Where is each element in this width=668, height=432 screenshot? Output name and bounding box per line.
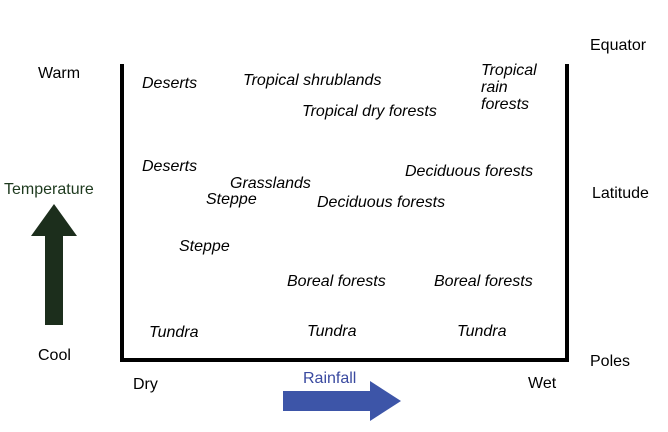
biome-grasslands: Grasslands — [230, 175, 311, 192]
biome-deserts-mid: Deserts — [142, 158, 198, 175]
temperature-up-arrow-icon — [31, 204, 77, 325]
biome-deciduous-forests-center: Deciduous forests — [317, 194, 446, 211]
dry-label: Dry — [133, 376, 158, 393]
biome-deserts-warm: Deserts — [142, 75, 198, 92]
frame-right-line — [565, 64, 569, 362]
equator-label: Equator — [590, 37, 647, 54]
latitude-label: Latitude — [592, 185, 649, 202]
biome-boreal-forests-right: Boreal forests — [434, 273, 533, 290]
biome-deciduous-forests-right: Deciduous forests — [405, 163, 534, 180]
warm-label: Warm — [38, 65, 81, 82]
wet-label: Wet — [528, 375, 557, 392]
biome-tropical-shrublands: Tropical shrublands — [243, 72, 382, 89]
biome-steppe-lower: Steppe — [179, 238, 230, 255]
frame-bottom-line — [120, 358, 569, 362]
frame-left-line — [120, 64, 124, 362]
biome-tropical-dry-forests: Tropical dry forests — [302, 103, 437, 120]
biome-tropical-rain-forests-line-2: rain — [481, 79, 508, 96]
biome-tundra-right: Tundra — [457, 323, 507, 340]
biome-tropical-rain-forests: Tropical rain forests — [481, 62, 537, 113]
biome-tundra-left: Tundra — [149, 324, 199, 341]
biome-tropical-rain-forests-line-3: forests — [481, 96, 530, 113]
biome-tropical-rain-forests-line-1: Tropical — [481, 62, 537, 79]
biome-boreal-forests-center: Boreal forests — [287, 273, 386, 290]
poles-label: Poles — [590, 353, 631, 370]
temperature-title: Temperature — [4, 181, 94, 198]
biome-tundra-center: Tundra — [307, 323, 357, 340]
cool-label: Cool — [38, 347, 71, 364]
biome-steppe-upper: Steppe — [206, 191, 257, 208]
rainfall-right-arrow-icon — [283, 381, 401, 421]
rainfall-title: Rainfall — [303, 370, 357, 387]
